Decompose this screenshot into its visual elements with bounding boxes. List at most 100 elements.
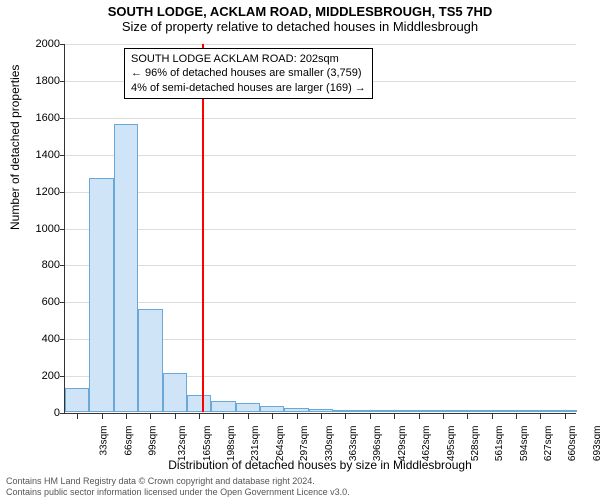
xtick-label: 264sqm (275, 426, 286, 462)
xtick-label: 594sqm (519, 426, 530, 462)
info-line-2: ← 96% of detached houses are smaller (3,… (131, 66, 366, 80)
ytick-label: 1800 (20, 75, 60, 87)
histogram-bar (479, 410, 503, 412)
xtick-label: 33sqm (99, 426, 110, 456)
ytick-mark (60, 118, 65, 119)
gridline (65, 44, 576, 45)
histogram-bar (333, 410, 357, 412)
marker-line (202, 44, 204, 412)
xtick-mark (394, 414, 395, 419)
histogram-bar (138, 309, 162, 412)
xtick-mark (199, 414, 200, 419)
xtick-label: 627sqm (543, 426, 554, 462)
xtick-label: 561sqm (494, 426, 505, 462)
xtick-label: 66sqm (123, 426, 134, 456)
ytick-mark (60, 81, 65, 82)
xtick-mark (321, 414, 322, 419)
histogram-bar (455, 410, 479, 412)
ytick-label: 800 (20, 259, 60, 271)
histogram-bar (163, 373, 187, 412)
xtick-mark (565, 414, 566, 419)
xtick-label: 132sqm (177, 426, 188, 462)
ytick-mark (60, 413, 65, 414)
chart-area: 020040060080010001200140016001800200033s… (64, 44, 576, 414)
xtick-mark (126, 414, 127, 419)
xtick-mark (345, 414, 346, 419)
xtick-label: 99sqm (147, 426, 158, 456)
histogram-bar (528, 410, 552, 412)
ytick-label: 1000 (20, 223, 60, 235)
xtick-mark (102, 414, 103, 419)
ytick-mark (60, 339, 65, 340)
xtick-mark (370, 414, 371, 419)
xtick-mark (492, 414, 493, 419)
xtick-mark (150, 414, 151, 419)
xtick-label: 330sqm (324, 426, 335, 462)
xtick-mark (516, 414, 517, 419)
ytick-label: 600 (20, 296, 60, 308)
gridline (65, 265, 576, 266)
footer-line-1: Contains HM Land Registry data © Crown c… (6, 476, 350, 487)
xtick-mark (443, 414, 444, 419)
histogram-bar (358, 410, 382, 412)
histogram-bar (382, 410, 406, 412)
chart-subtitle: Size of property relative to detached ho… (0, 19, 600, 36)
ytick-mark (60, 376, 65, 377)
x-axis-title: Distribution of detached houses by size … (20, 458, 600, 472)
ytick-mark (60, 302, 65, 303)
xtick-label: 231sqm (251, 426, 262, 462)
ytick-label: 1400 (20, 149, 60, 161)
xtick-label: 363sqm (348, 426, 359, 462)
xtick-mark (77, 414, 78, 419)
xtick-mark (248, 414, 249, 419)
histogram-bar (211, 401, 235, 412)
histogram-bar (553, 410, 577, 412)
xtick-label: 396sqm (372, 426, 383, 462)
xtick-label: 165sqm (202, 426, 213, 462)
gridline (65, 302, 576, 303)
xtick-mark (540, 414, 541, 419)
histogram-bar (431, 410, 455, 412)
footer: Contains HM Land Registry data © Crown c… (6, 476, 350, 498)
xtick-mark (272, 414, 273, 419)
histogram-bar (406, 410, 430, 412)
ytick-mark (60, 229, 65, 230)
xtick-label: 198sqm (226, 426, 237, 462)
xtick-mark (419, 414, 420, 419)
gridline (65, 192, 576, 193)
info-line-1: SOUTH LODGE ACKLAM ROAD: 202sqm (131, 52, 366, 66)
info-line-3: 4% of semi-detached houses are larger (1… (131, 81, 366, 95)
plot-area: 020040060080010001200140016001800200033s… (64, 44, 576, 414)
xtick-label: 693sqm (592, 426, 600, 462)
ytick-label: 200 (20, 370, 60, 382)
xtick-mark (175, 414, 176, 419)
xtick-label: 297sqm (299, 426, 310, 462)
xtick-mark (223, 414, 224, 419)
ytick-mark (60, 192, 65, 193)
histogram-bar (187, 395, 211, 412)
ytick-label: 1600 (20, 112, 60, 124)
histogram-bar (114, 124, 138, 412)
xtick-label: 528sqm (470, 426, 481, 462)
gridline (65, 229, 576, 230)
gridline (65, 118, 576, 119)
ytick-label: 1200 (20, 186, 60, 198)
histogram-bar (504, 410, 528, 412)
chart-title: SOUTH LODGE, ACKLAM ROAD, MIDDLESBROUGH,… (0, 0, 600, 19)
histogram-bar (236, 403, 260, 412)
ytick-label: 2000 (20, 38, 60, 50)
histogram-bar (65, 388, 89, 412)
histogram-bar (89, 178, 113, 412)
ytick-mark (60, 265, 65, 266)
xtick-label: 660sqm (568, 426, 579, 462)
chart-container: SOUTH LODGE, ACKLAM ROAD, MIDDLESBROUGH,… (0, 0, 600, 500)
histogram-bar (309, 409, 333, 412)
xtick-label: 429sqm (397, 426, 408, 462)
footer-line-2: Contains public sector information licen… (6, 487, 350, 498)
ytick-label: 400 (20, 333, 60, 345)
xtick-mark (467, 414, 468, 419)
xtick-mark (297, 414, 298, 419)
info-box: SOUTH LODGE ACKLAM ROAD: 202sqm ← 96% of… (124, 48, 373, 99)
gridline (65, 155, 576, 156)
ytick-mark (60, 44, 65, 45)
